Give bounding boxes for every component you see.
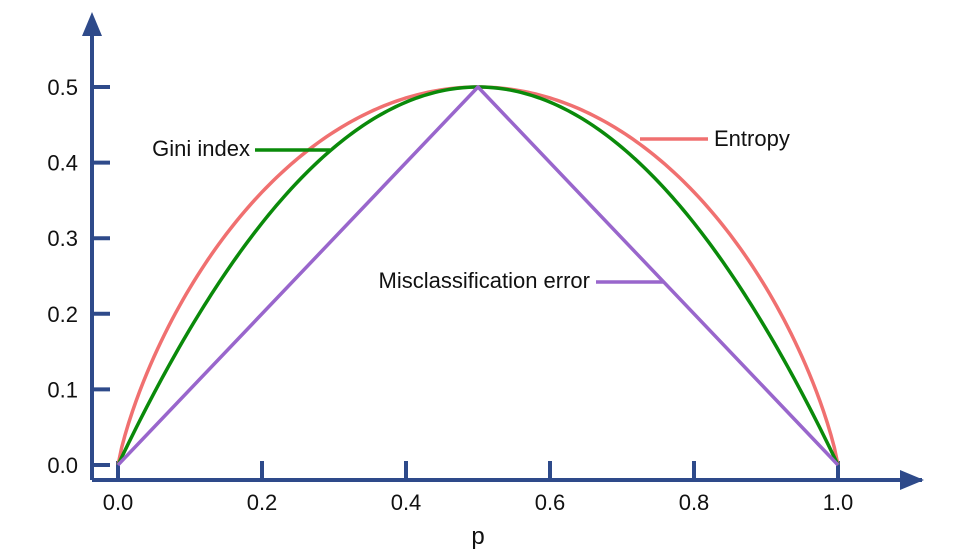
x-tick-label: 0.2 [247,490,278,515]
y-ticks: 0.0 0.1 0.2 0.3 0.4 0.5 [47,75,110,478]
axes [82,12,924,490]
series-line-misclassification-error [116,85,840,467]
x-tick-label: 0.0 [103,490,134,515]
x-tick-label: 0.6 [535,490,566,515]
y-tick-label: 0.1 [47,377,78,402]
series-label: Gini index [152,136,250,161]
series-label: Entropy [714,126,790,151]
y-tick-label: 0.0 [47,453,78,478]
x-tick-label: 0.8 [679,490,710,515]
y-tick-label: 0.4 [47,151,78,176]
x-tick-label: 0.4 [391,490,422,515]
x-axis-arrow-icon [900,470,924,490]
series-labels: Entropy Gini index Misclassification error [152,126,790,293]
x-axis-label: p [471,523,484,550]
x-tick-label: 1.0 [823,490,854,515]
y-tick-label: 0.5 [47,75,78,100]
y-tick-label: 0.2 [47,302,78,327]
x-ticks: 0.0 0.2 0.4 0.6 0.8 1.0 [103,461,854,515]
y-tick-label: 0.3 [47,226,78,251]
series-lines [116,85,840,467]
y-axis-arrow-icon [82,12,102,36]
series-label: Misclassification error [379,268,591,293]
